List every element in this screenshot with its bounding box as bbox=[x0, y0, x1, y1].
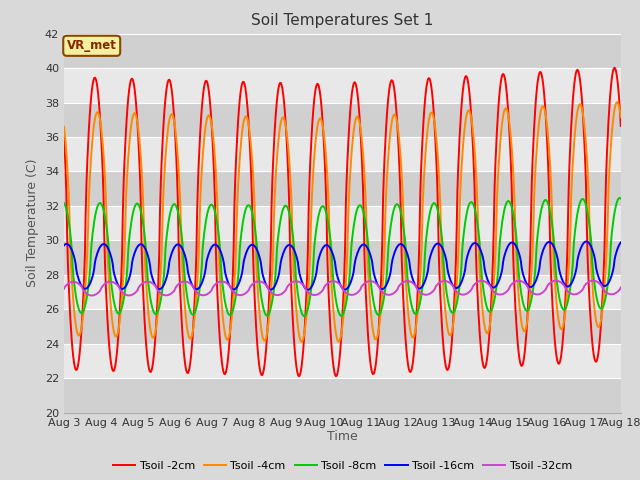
Tsoil -4cm bbox=[184, 330, 192, 336]
Legend: Tsoil -2cm, Tsoil -4cm, Tsoil -8cm, Tsoil -16cm, Tsoil -32cm: Tsoil -2cm, Tsoil -4cm, Tsoil -8cm, Tsoi… bbox=[108, 456, 577, 475]
Bar bbox=[64, 240, 621, 275]
Tsoil -32cm bbox=[589, 278, 596, 284]
Tsoil -8cm bbox=[616, 195, 624, 201]
Tsoil -8cm bbox=[214, 221, 221, 227]
Bar bbox=[64, 137, 621, 171]
Tsoil -8cm bbox=[184, 299, 192, 304]
Tsoil -2cm bbox=[611, 65, 618, 71]
Tsoil -2cm bbox=[428, 82, 435, 88]
Bar bbox=[64, 68, 621, 103]
Tsoil -16cm bbox=[70, 254, 78, 260]
Line: Tsoil -32cm: Tsoil -32cm bbox=[64, 281, 621, 296]
Tsoil -2cm bbox=[617, 123, 625, 129]
Tsoil -16cm bbox=[582, 239, 590, 244]
Bar bbox=[64, 378, 621, 413]
Tsoil -8cm bbox=[60, 200, 68, 206]
Line: Tsoil -16cm: Tsoil -16cm bbox=[64, 241, 621, 290]
X-axis label: Time: Time bbox=[327, 431, 358, 444]
Bar bbox=[64, 310, 621, 344]
Bar bbox=[64, 103, 621, 137]
Tsoil -16cm bbox=[617, 240, 625, 245]
Tsoil -2cm bbox=[332, 373, 340, 379]
Tsoil -4cm bbox=[60, 124, 68, 130]
Tsoil -4cm bbox=[613, 99, 621, 105]
Tsoil -16cm bbox=[428, 251, 435, 257]
Tsoil -2cm bbox=[127, 76, 135, 82]
Tsoil -16cm bbox=[127, 266, 135, 272]
Tsoil -8cm bbox=[127, 219, 135, 225]
Tsoil -4cm bbox=[298, 339, 305, 345]
Tsoil -32cm bbox=[411, 282, 419, 288]
Bar bbox=[64, 275, 621, 310]
Tsoil -2cm bbox=[184, 370, 192, 376]
Line: Tsoil -2cm: Tsoil -2cm bbox=[64, 68, 621, 376]
Tsoil -4cm bbox=[428, 110, 435, 116]
Tsoil -16cm bbox=[304, 287, 312, 293]
Tsoil -16cm bbox=[411, 281, 419, 287]
Tsoil -4cm bbox=[617, 114, 625, 120]
Tsoil -32cm bbox=[428, 290, 435, 296]
Bar bbox=[64, 206, 621, 240]
Tsoil -4cm bbox=[127, 121, 135, 127]
Tsoil -2cm bbox=[60, 132, 68, 138]
Tsoil -8cm bbox=[428, 205, 435, 211]
Text: VR_met: VR_met bbox=[67, 39, 116, 52]
Tsoil -32cm bbox=[70, 279, 78, 285]
Line: Tsoil -8cm: Tsoil -8cm bbox=[64, 198, 621, 316]
Bar bbox=[64, 171, 621, 206]
Tsoil -32cm bbox=[128, 292, 136, 298]
Tsoil -4cm bbox=[70, 307, 78, 313]
Tsoil -2cm bbox=[70, 360, 78, 366]
Bar bbox=[64, 344, 621, 378]
Tsoil -4cm bbox=[214, 199, 221, 205]
Tsoil -8cm bbox=[70, 279, 78, 285]
Tsoil -2cm bbox=[214, 289, 221, 295]
Tsoil -8cm bbox=[300, 313, 308, 319]
Title: Soil Temperatures Set 1: Soil Temperatures Set 1 bbox=[252, 13, 433, 28]
Tsoil -2cm bbox=[411, 340, 419, 346]
Line: Tsoil -4cm: Tsoil -4cm bbox=[64, 102, 621, 342]
Tsoil -32cm bbox=[214, 279, 222, 285]
Bar bbox=[64, 34, 621, 68]
Y-axis label: Soil Temperature (C): Soil Temperature (C) bbox=[26, 159, 39, 288]
Tsoil -8cm bbox=[617, 196, 625, 202]
Tsoil -16cm bbox=[60, 242, 68, 248]
Tsoil -32cm bbox=[60, 286, 68, 291]
Tsoil -16cm bbox=[184, 269, 192, 275]
Tsoil -4cm bbox=[411, 331, 419, 336]
Tsoil -32cm bbox=[617, 285, 625, 290]
Tsoil -32cm bbox=[88, 293, 96, 299]
Tsoil -32cm bbox=[185, 280, 193, 286]
Tsoil -8cm bbox=[411, 311, 419, 316]
Tsoil -16cm bbox=[214, 243, 221, 249]
